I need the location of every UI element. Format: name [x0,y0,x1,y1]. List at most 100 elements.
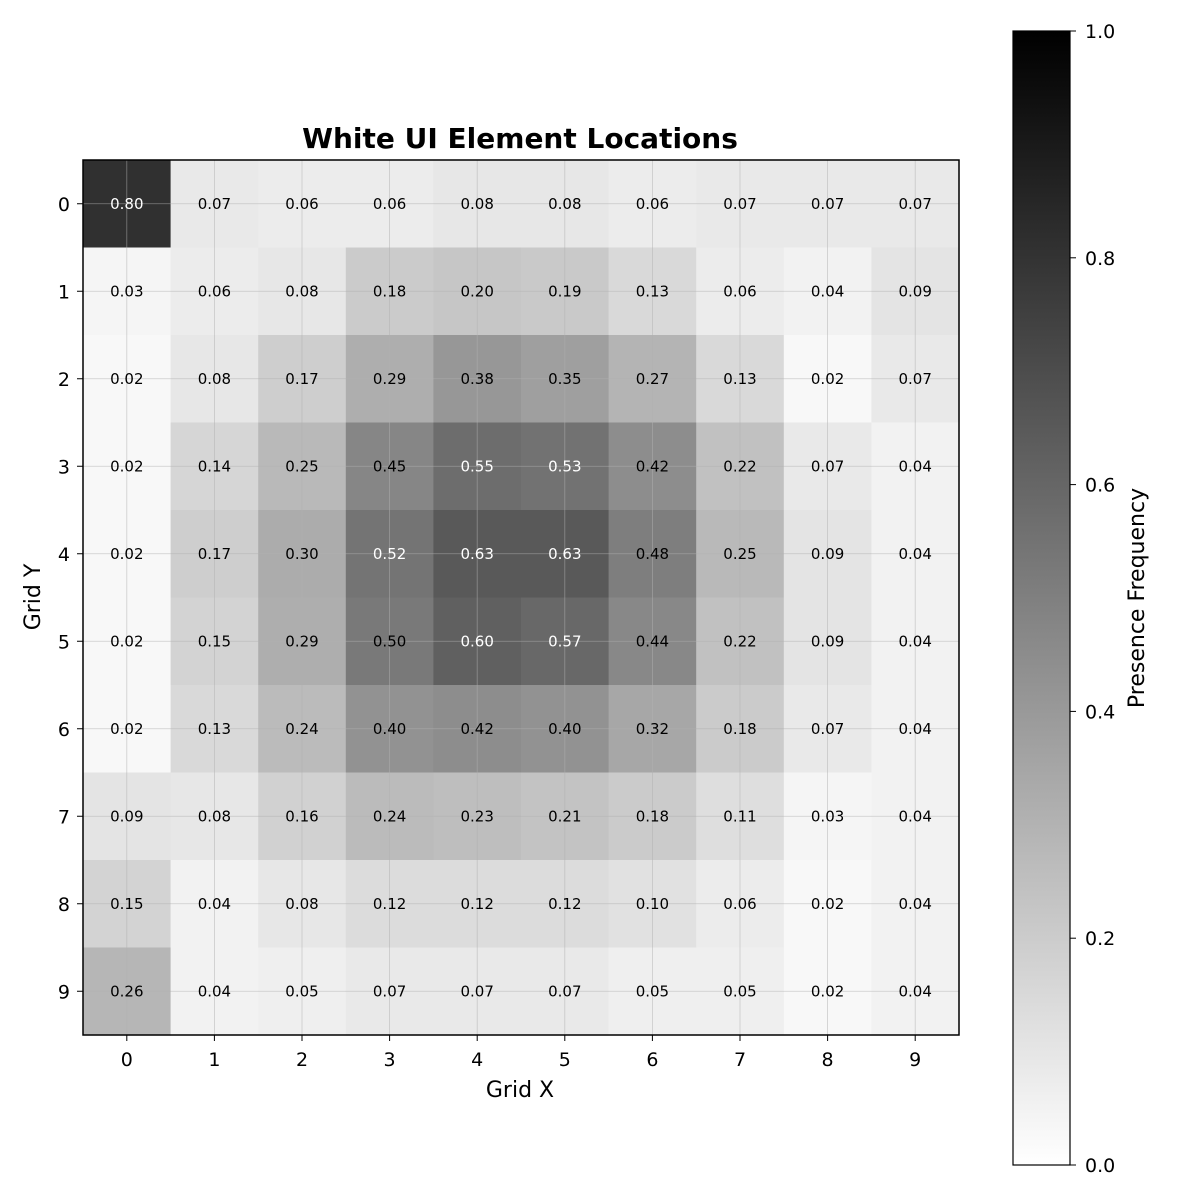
x-axis-ticks: 0 1 2 3 4 5 6 7 8 9 [121,1035,921,1071]
cell-value-label: 0.07 [373,982,406,1000]
cell-value-label: 0.04 [898,632,931,650]
cell-value-label: 0.07 [460,982,493,1000]
cell-value-label: 0.04 [198,982,231,1000]
cell-value-label: 0.09 [110,807,143,825]
y-tick-label: 0 [58,194,70,216]
x-tick-label: 1 [208,1049,220,1071]
colorbar-tick-label: 0.4 [1085,701,1115,723]
cell-value-label: 0.17 [285,370,318,388]
cell-value-label: 0.26 [110,982,143,1000]
cell-value-label: 0.12 [460,895,493,913]
cell-value-label: 0.02 [811,982,844,1000]
colorbar-tick-label: 0.8 [1085,248,1115,270]
cell-value-label: 0.06 [723,282,756,300]
heatmap-gridlines [83,160,959,1035]
y-axis-ticks: 0 1 2 3 4 5 6 7 8 9 [58,194,83,1003]
cell-value-label: 0.18 [636,807,669,825]
cell-value-label: 0.07 [198,195,231,213]
cell-value-label: 0.08 [198,370,231,388]
cell-value-label: 0.03 [110,282,143,300]
cell-value-label: 0.07 [898,195,931,213]
cell-value-label: 0.07 [811,457,844,475]
cell-value-label: 0.18 [723,720,756,738]
y-tick-label: 4 [58,544,70,566]
cell-value-label: 0.05 [723,982,756,1000]
y-axis-label: Grid Y [21,563,46,630]
cell-value-label: 0.07 [898,370,931,388]
cell-value-label: 0.60 [460,632,493,650]
cell-value-label: 0.02 [811,370,844,388]
cell-value-label: 0.07 [548,982,581,1000]
cell-value-label: 0.13 [636,282,669,300]
heatmap-cell-labels: 0.80 0.07 0.06 0.06 0.08 0.08 0.06 0.07 0.07 0.07… [110,195,932,1001]
x-tick-label: 6 [646,1049,658,1071]
cell-value-label: 0.25 [285,457,318,475]
cell-value-label: 0.02 [110,632,143,650]
cell-value-label: 0.45 [373,457,406,475]
x-tick-label: 0 [121,1049,133,1071]
cell-value-label: 0.13 [198,720,231,738]
colorbar-label: Presence Frequency [1125,488,1150,708]
cell-value-label: 0.12 [373,895,406,913]
cell-value-label: 0.22 [723,632,756,650]
cell-value-label: 0.04 [898,895,931,913]
cell-value-label: 0.08 [198,807,231,825]
colorbar-ticks: 0.0 0.2 0.4 0.6 0.8 1.0 [1070,21,1115,1177]
cell-value-label: 0.40 [373,720,406,738]
cell-value-label: 0.04 [898,720,931,738]
cell-value-label: 0.02 [811,895,844,913]
cell-value-label: 0.04 [898,807,931,825]
cell-value-label: 0.40 [548,720,581,738]
y-tick-label: 1 [58,281,70,303]
cell-value-label: 0.04 [198,895,231,913]
cell-value-label: 0.22 [723,457,756,475]
cell-value-label: 0.09 [811,545,844,563]
x-tick-label: 8 [822,1049,834,1071]
cell-value-label: 0.04 [898,982,931,1000]
cell-value-label: 0.05 [636,982,669,1000]
x-tick-label: 3 [384,1049,396,1071]
y-tick-label: 6 [58,719,70,741]
cell-value-label: 0.08 [285,895,318,913]
cell-value-label: 0.44 [636,632,669,650]
colorbar [1012,30,1071,1166]
cell-value-label: 0.04 [898,457,931,475]
cell-value-label: 0.08 [460,195,493,213]
y-tick-label: 9 [58,981,70,1003]
y-tick-label: 8 [58,894,70,916]
cell-value-label: 0.08 [548,195,581,213]
x-axis-label: Grid X [486,1078,554,1103]
cell-value-label: 0.12 [548,895,581,913]
colorbar-tick-label: 0.6 [1085,475,1115,497]
cell-value-label: 0.14 [198,457,231,475]
cell-value-label: 0.17 [198,545,231,563]
cell-value-label: 0.52 [373,545,406,563]
y-tick-label: 3 [58,456,70,478]
cell-value-label: 0.25 [723,545,756,563]
cell-value-label: 0.02 [110,545,143,563]
cell-value-label: 0.03 [811,807,844,825]
cell-value-label: 0.27 [636,370,669,388]
cell-value-label: 0.16 [285,807,318,825]
cell-value-label: 0.21 [548,807,581,825]
cell-value-label: 0.50 [373,632,406,650]
cell-value-label: 0.11 [723,807,756,825]
cell-value-label: 0.35 [548,370,581,388]
cell-value-label: 0.02 [110,720,143,738]
cell-value-label: 0.63 [548,545,581,563]
cell-value-label: 0.06 [285,195,318,213]
cell-value-label: 0.05 [285,982,318,1000]
y-tick-label: 5 [58,631,70,653]
x-tick-label: 5 [559,1049,571,1071]
cell-value-label: 0.08 [285,282,318,300]
x-tick-label: 7 [734,1049,746,1071]
y-tick-label: 2 [58,369,70,391]
cell-value-label: 0.32 [636,720,669,738]
cell-value-label: 0.09 [898,282,931,300]
cell-value-label: 0.20 [460,282,493,300]
x-tick-label: 9 [909,1049,921,1071]
cell-value-label: 0.02 [110,457,143,475]
cell-value-label: 0.23 [460,807,493,825]
plot-frame [82,159,960,1036]
